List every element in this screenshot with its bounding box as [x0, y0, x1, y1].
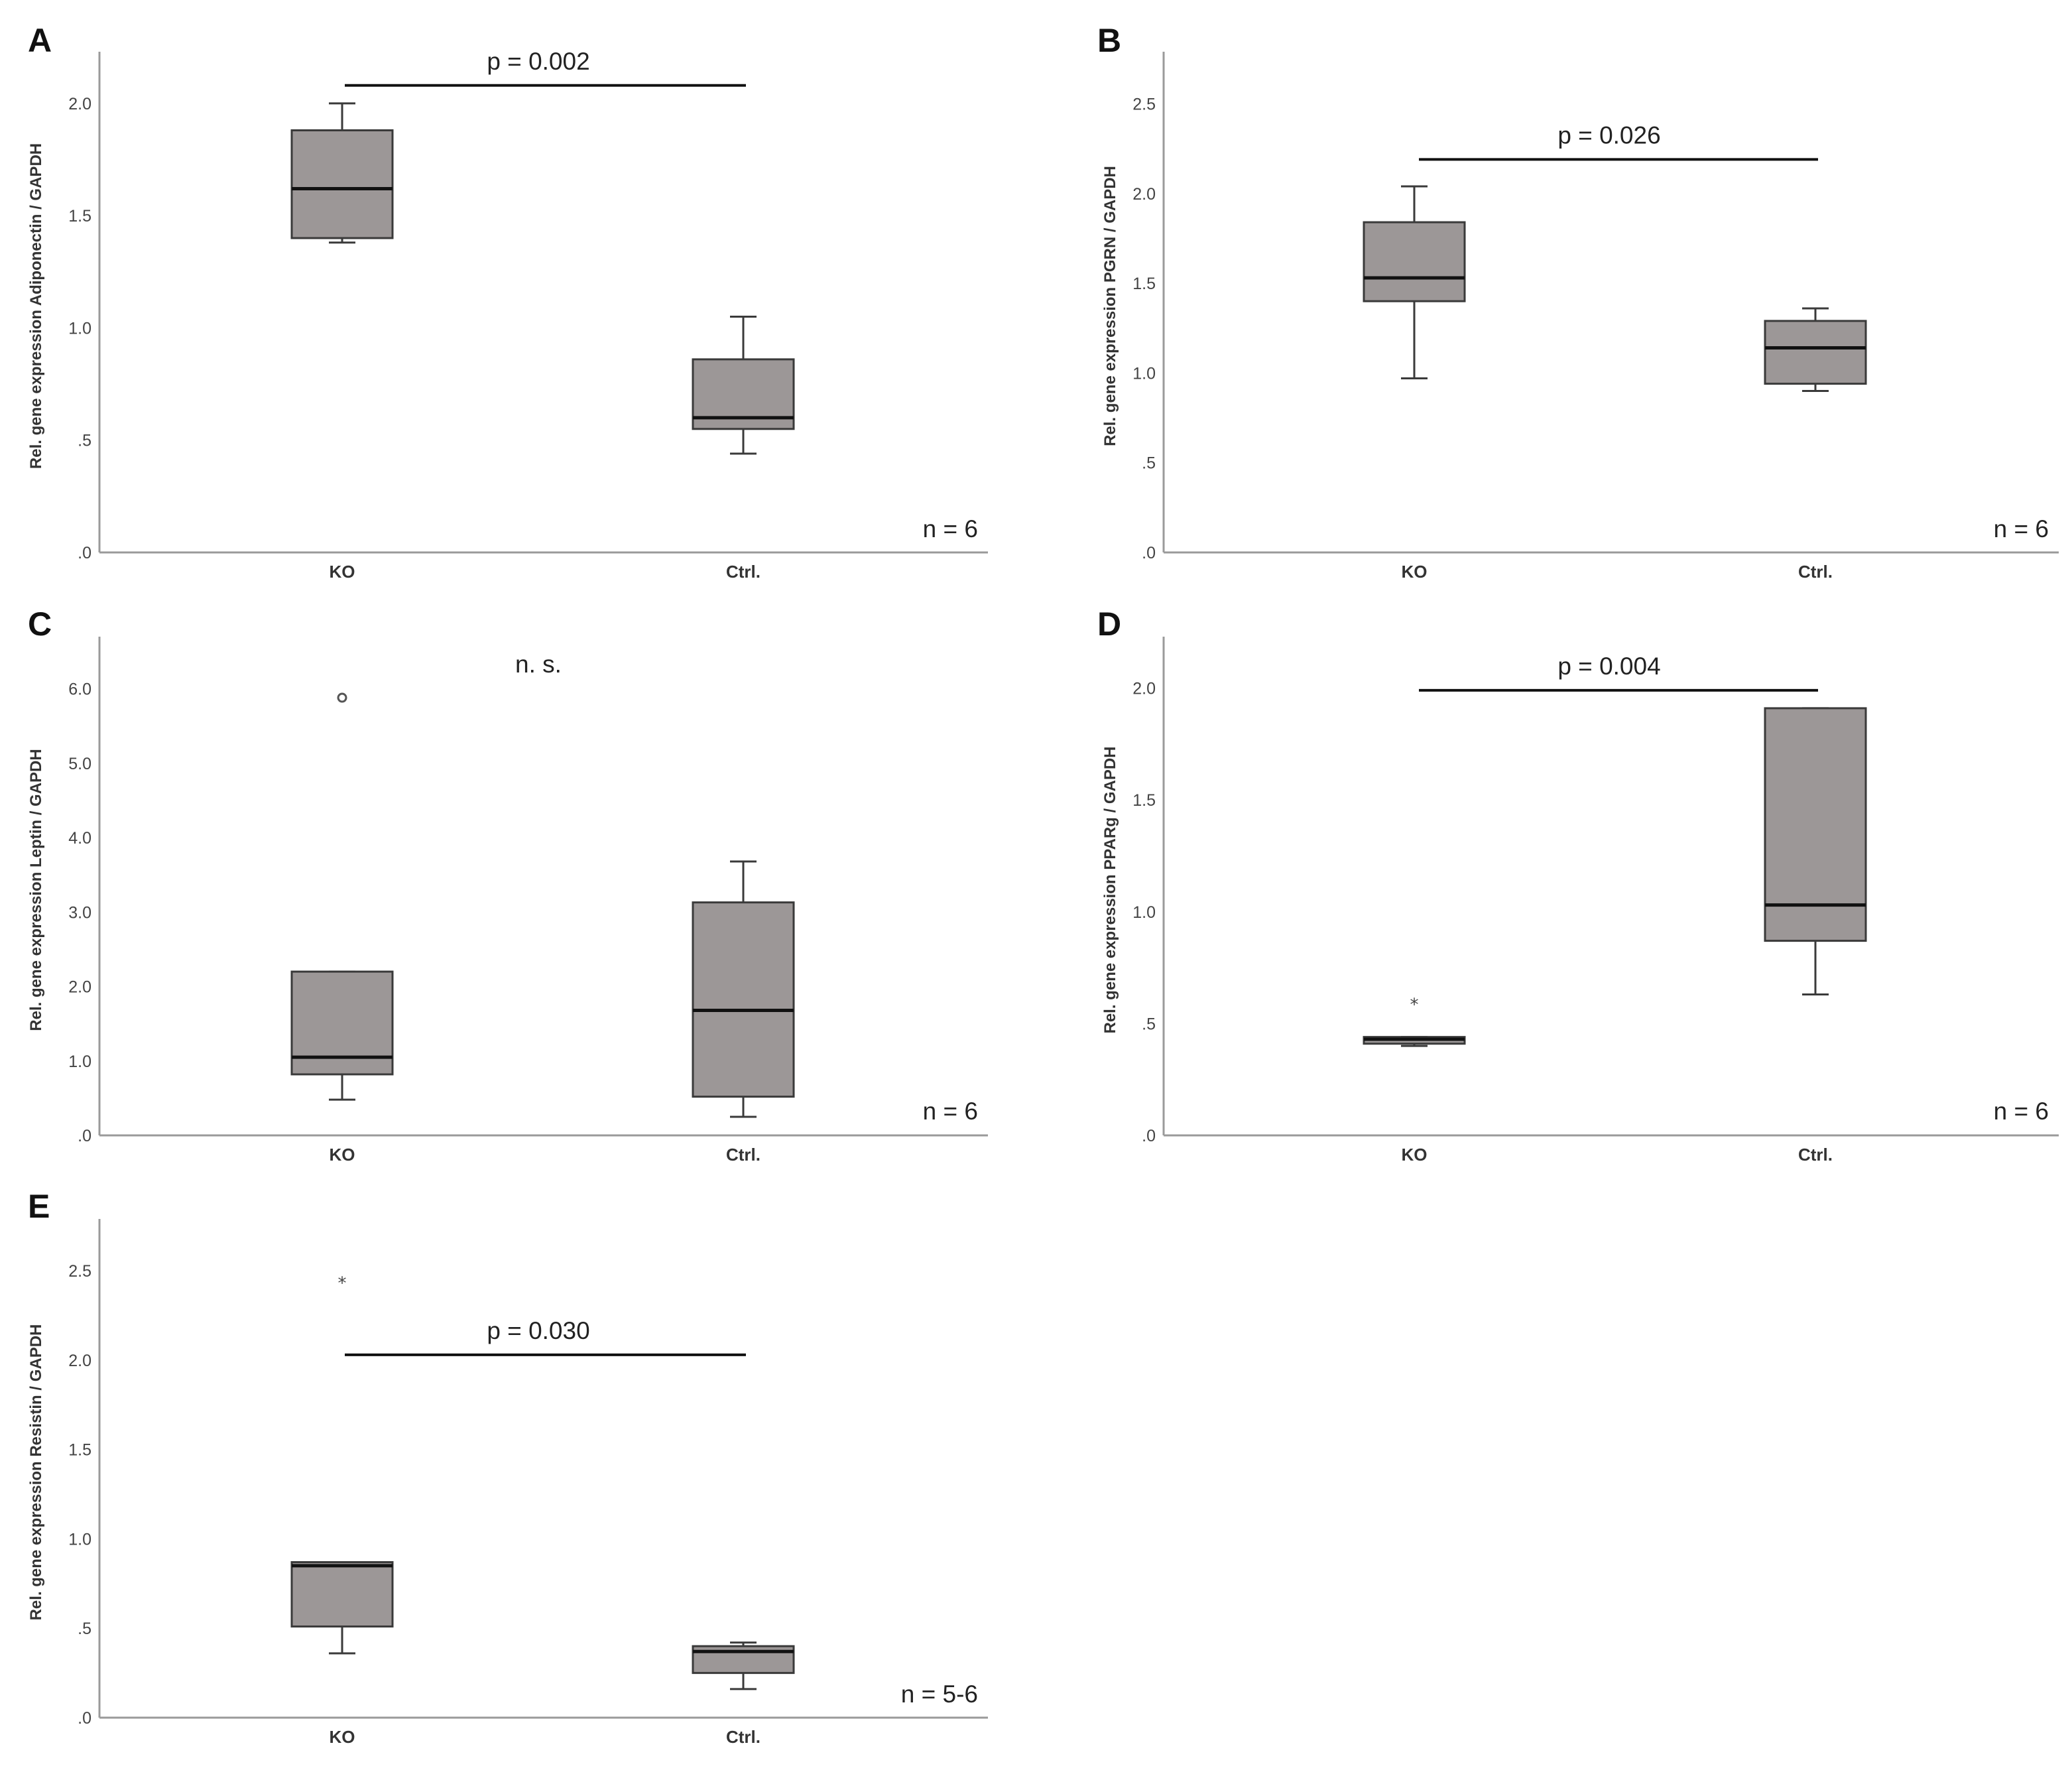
significance-label-a: p = 0.002: [487, 48, 589, 75]
box-c: [692, 901, 795, 1098]
x-category-label-c: Ctrl.: [726, 1145, 761, 1165]
panel-letter-c: C: [28, 605, 52, 643]
y-tick-label-e: .5: [78, 1620, 91, 1638]
y-tick-label-a: 1.0: [68, 319, 91, 338]
y-axis-title-e: Rel. gene expression Resistin / GAPDH: [27, 1324, 45, 1621]
y-tick-label-a: .0: [78, 544, 91, 562]
box-d: [1764, 707, 1867, 942]
x-category-label-a: Ctrl.: [726, 562, 761, 582]
x-category-label-d: Ctrl.: [1798, 1145, 1833, 1165]
x-category-label-c: KO: [330, 1145, 355, 1165]
significance-label-b: p = 0.026: [1557, 121, 1660, 149]
sample-size-label-b: n = 6: [1994, 515, 2049, 542]
y-tick-label-a: .5: [78, 432, 91, 450]
sample-size-label-a: n = 6: [923, 515, 978, 542]
significance-label-e: p = 0.030: [487, 1317, 589, 1344]
y-tick-label-d: .0: [1142, 1127, 1156, 1145]
box-c: [290, 970, 394, 1076]
box-b: [1764, 320, 1867, 385]
panel-letter-a: A: [28, 22, 52, 59]
y-axis-title-d: Rel. gene expression PPARg / GAPDH: [1101, 747, 1119, 1034]
y-tick-label-e: .0: [78, 1709, 91, 1728]
y-tick-label-b: 2.5: [1132, 95, 1156, 113]
y-tick-label-e: 2.0: [68, 1352, 91, 1370]
y-tick-label-b: 1.0: [1132, 364, 1156, 383]
y-tick-label-d: .5: [1142, 1015, 1156, 1033]
x-category-label-b: KO: [1402, 562, 1428, 582]
panel-letter-b: B: [1097, 22, 1121, 59]
x-category-label-b: Ctrl.: [1798, 562, 1833, 582]
y-tick-label-b: .0: [1142, 544, 1156, 562]
y-tick-label-a: 2.0: [68, 95, 91, 113]
y-tick-label-d: 1.0: [1132, 903, 1156, 922]
sample-size-label-d: n = 6: [1994, 1098, 2049, 1125]
y-axis-title-a: Rel. gene expression Adiponectin / GAPDH: [27, 143, 45, 469]
box-b: [1363, 221, 1466, 302]
y-tick-label-c: 5.0: [68, 755, 91, 773]
y-tick-label-a: 1.5: [68, 207, 91, 225]
y-tick-label-d: 2.0: [1132, 680, 1156, 698]
y-tick-label-e: 1.0: [68, 1530, 91, 1549]
y-axis-title-c: Rel. gene expression Leptin / GAPDH: [27, 749, 45, 1031]
panel-letter-d: D: [1097, 605, 1121, 643]
significance-label-c: n. s.: [515, 651, 562, 678]
x-category-label-d: KO: [1402, 1145, 1428, 1165]
y-axis-title-b: Rel. gene expression PGRN / GAPDH: [1101, 166, 1119, 446]
y-tick-label-b: .5: [1142, 454, 1156, 473]
y-tick-label-b: 2.0: [1132, 185, 1156, 204]
x-category-label-a: KO: [330, 562, 355, 582]
y-tick-label-b: 1.5: [1132, 275, 1156, 293]
outlier-point-e: *: [338, 1274, 347, 1294]
outlier-point-d: *: [1410, 995, 1419, 1015]
sample-size-label-c: n = 6: [923, 1098, 978, 1125]
sample-size-label-e: n = 5-6: [901, 1681, 978, 1708]
x-category-label-e: Ctrl.: [726, 1727, 761, 1747]
panel-letter-e: E: [28, 1188, 50, 1225]
y-tick-label-c: 2.0: [68, 978, 91, 997]
box-a: [290, 129, 394, 239]
y-tick-label-c: 1.0: [68, 1052, 91, 1071]
box-e: [290, 1561, 394, 1628]
y-tick-label-c: 4.0: [68, 829, 91, 848]
significance-label-d: p = 0.004: [1557, 653, 1660, 680]
x-category-label-e: KO: [330, 1727, 355, 1747]
y-tick-label-d: 1.5: [1132, 791, 1156, 810]
outlier-point-c: [337, 692, 347, 703]
y-tick-label-e: 1.5: [68, 1441, 91, 1460]
y-tick-label-c: 3.0: [68, 903, 91, 922]
y-tick-label-e: 2.5: [68, 1262, 91, 1281]
y-tick-label-c: 6.0: [68, 680, 91, 699]
y-tick-label-c: .0: [78, 1127, 91, 1145]
